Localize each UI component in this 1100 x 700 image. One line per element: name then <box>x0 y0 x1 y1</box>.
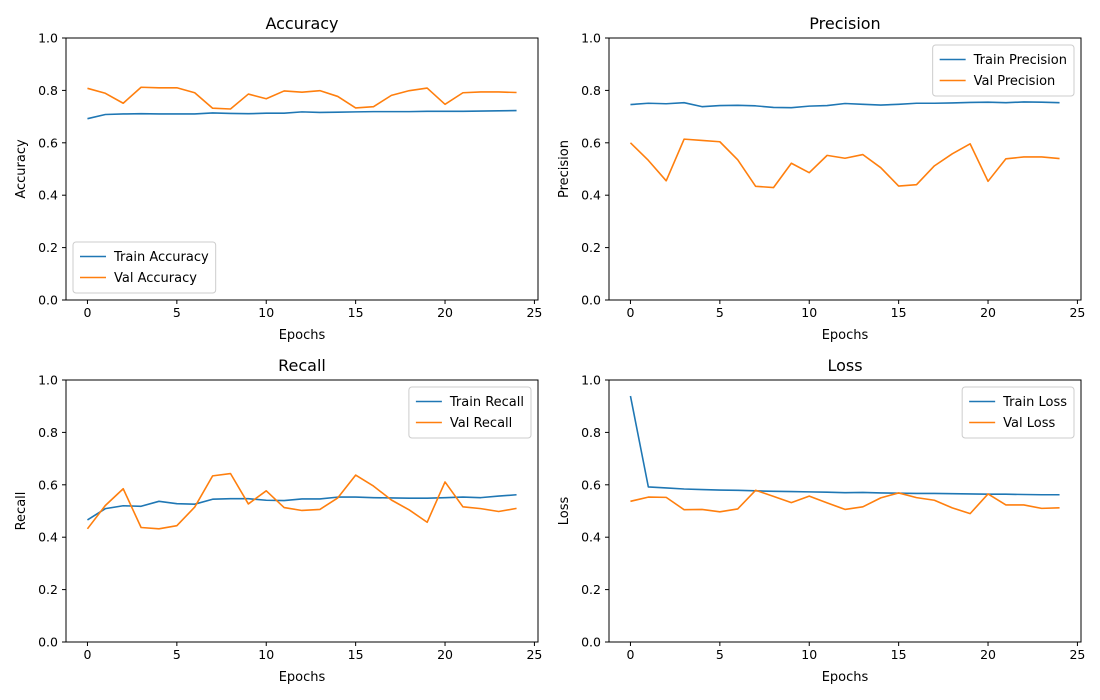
x-tick-label: 15 <box>348 305 364 320</box>
y-tick-label: 0.2 <box>38 582 58 597</box>
y-tick-label: 1.0 <box>38 373 58 388</box>
chart-title: Loss <box>827 356 862 375</box>
plot-frame <box>608 379 1082 643</box>
y-tick-label: 0.8 <box>38 83 58 98</box>
y-axis-label: Accuracy <box>14 139 29 199</box>
y-tick-label: 0.4 <box>581 188 601 203</box>
x-tick-label: 0 <box>626 305 634 320</box>
legend: Train Loss Val Loss <box>961 386 1075 439</box>
x-tick-label: 10 <box>258 305 274 320</box>
y-tick-label: 0.4 <box>581 530 601 545</box>
y-tick-label: 1.0 <box>581 373 601 388</box>
y-tick-label: 0.4 <box>38 188 58 203</box>
series-line-2 <box>86 472 517 530</box>
y-tick-label: 0.6 <box>38 477 58 492</box>
plot-frame <box>608 37 1082 301</box>
y-tick-label: 1.0 <box>38 31 58 46</box>
legend-label-1: Train Recall <box>449 395 524 410</box>
series-line-2 <box>629 138 1060 189</box>
y-tick-label: 0.2 <box>581 582 601 597</box>
y-tick-label: 0.2 <box>38 240 58 255</box>
y-axis-label: Loss <box>557 497 572 526</box>
y-tick-label: 0.4 <box>38 530 58 545</box>
legend-label-2: Val Loss <box>1003 416 1055 431</box>
x-tick-label: 10 <box>801 647 817 662</box>
legend-label-1: Train Accuracy <box>113 250 209 265</box>
series-line-1 <box>87 493 517 521</box>
legend-label-2: Val Precision <box>974 74 1056 89</box>
y-tick-label: 0.6 <box>581 135 601 150</box>
x-tick-label: 15 <box>348 647 364 662</box>
legend-label-1: Train Loss <box>1002 395 1067 410</box>
x-tick-label: 10 <box>801 305 817 320</box>
y-tick-label: 0.6 <box>581 477 601 492</box>
legend-box <box>72 241 217 294</box>
y-tick-label: 0.6 <box>38 135 58 150</box>
x-tick-label: 0 <box>83 305 91 320</box>
x-tick-label: 25 <box>1069 647 1085 662</box>
y-tick-label: 0.0 <box>581 293 601 308</box>
chart-panel-1: Accuracy 0 5 10 15 20 25 0.0 0.2 0.4 0.6 0.8 1.0 Epoc… <box>14 14 542 343</box>
y-tick-label: 0.2 <box>581 240 601 255</box>
y-tick-label: 0.0 <box>38 635 58 650</box>
chart-panel-4: Loss 0 5 10 15 20 25 0.0 0.2 0.4 0.6 0.8 1.0 Epochs Lo… <box>557 356 1085 685</box>
legend: Train Recall Val Recall <box>408 386 532 439</box>
x-tick-label: 5 <box>716 305 724 320</box>
x-axis-label: Epochs <box>822 328 869 343</box>
legend-label-2: Val Accuracy <box>114 271 197 286</box>
x-axis-label: Epochs <box>279 328 326 343</box>
x-tick-label: 10 <box>258 647 274 662</box>
x-tick-label: 15 <box>891 305 907 320</box>
series-line-1 <box>630 101 1060 109</box>
x-tick-label: 25 <box>526 305 542 320</box>
series-line-2 <box>630 489 1060 515</box>
legend-label-2: Val Recall <box>450 416 512 431</box>
x-tick-label: 0 <box>83 647 91 662</box>
series-line-1 <box>87 109 517 120</box>
y-axis-label: Precision <box>557 140 572 198</box>
x-tick-label: 0 <box>626 647 634 662</box>
y-tick-label: 0.8 <box>581 83 601 98</box>
x-axis-label: Epochs <box>822 670 869 685</box>
x-tick-label: 5 <box>173 647 181 662</box>
y-tick-label: 0.0 <box>38 293 58 308</box>
x-tick-label: 20 <box>437 305 453 320</box>
plot-frame <box>65 37 539 301</box>
legend-box <box>408 386 532 439</box>
chart-panel-2: Precision 0 5 10 15 20 25 0.0 0.2 0.4 0.6 0.8 1.0 Epo… <box>557 14 1085 343</box>
x-tick-label: 25 <box>1069 305 1085 320</box>
series-line-2 <box>87 86 517 110</box>
y-tick-label: 0.8 <box>38 425 58 440</box>
chart-panel-3: Recall 0 5 10 15 20 25 0.0 0.2 0.4 0.6 0.8 1.0 Epochs… <box>14 356 542 685</box>
x-tick-label: 5 <box>716 647 724 662</box>
x-tick-label: 15 <box>891 647 907 662</box>
x-tick-label: 20 <box>980 305 996 320</box>
legend: Train Precision Val Precision <box>932 44 1075 97</box>
y-tick-label: 1.0 <box>581 31 601 46</box>
legend-box <box>961 386 1075 439</box>
legend-label-1: Train Precision <box>973 53 1067 68</box>
chart-title: Accuracy <box>265 14 338 33</box>
x-tick-label: 20 <box>980 647 996 662</box>
plot-frame <box>65 379 539 643</box>
y-tick-label: 0.0 <box>581 635 601 650</box>
x-axis-label: Epochs <box>279 670 326 685</box>
x-tick-label: 20 <box>437 647 453 662</box>
y-axis-label: Recall <box>14 492 29 531</box>
legend: Train Accuracy Val Accuracy <box>72 241 217 294</box>
chart-title: Recall <box>278 356 326 375</box>
chart-title: Precision <box>809 14 880 33</box>
x-tick-label: 5 <box>173 305 181 320</box>
x-tick-label: 25 <box>526 647 542 662</box>
y-tick-label: 0.8 <box>581 425 601 440</box>
legend-box <box>932 44 1075 97</box>
